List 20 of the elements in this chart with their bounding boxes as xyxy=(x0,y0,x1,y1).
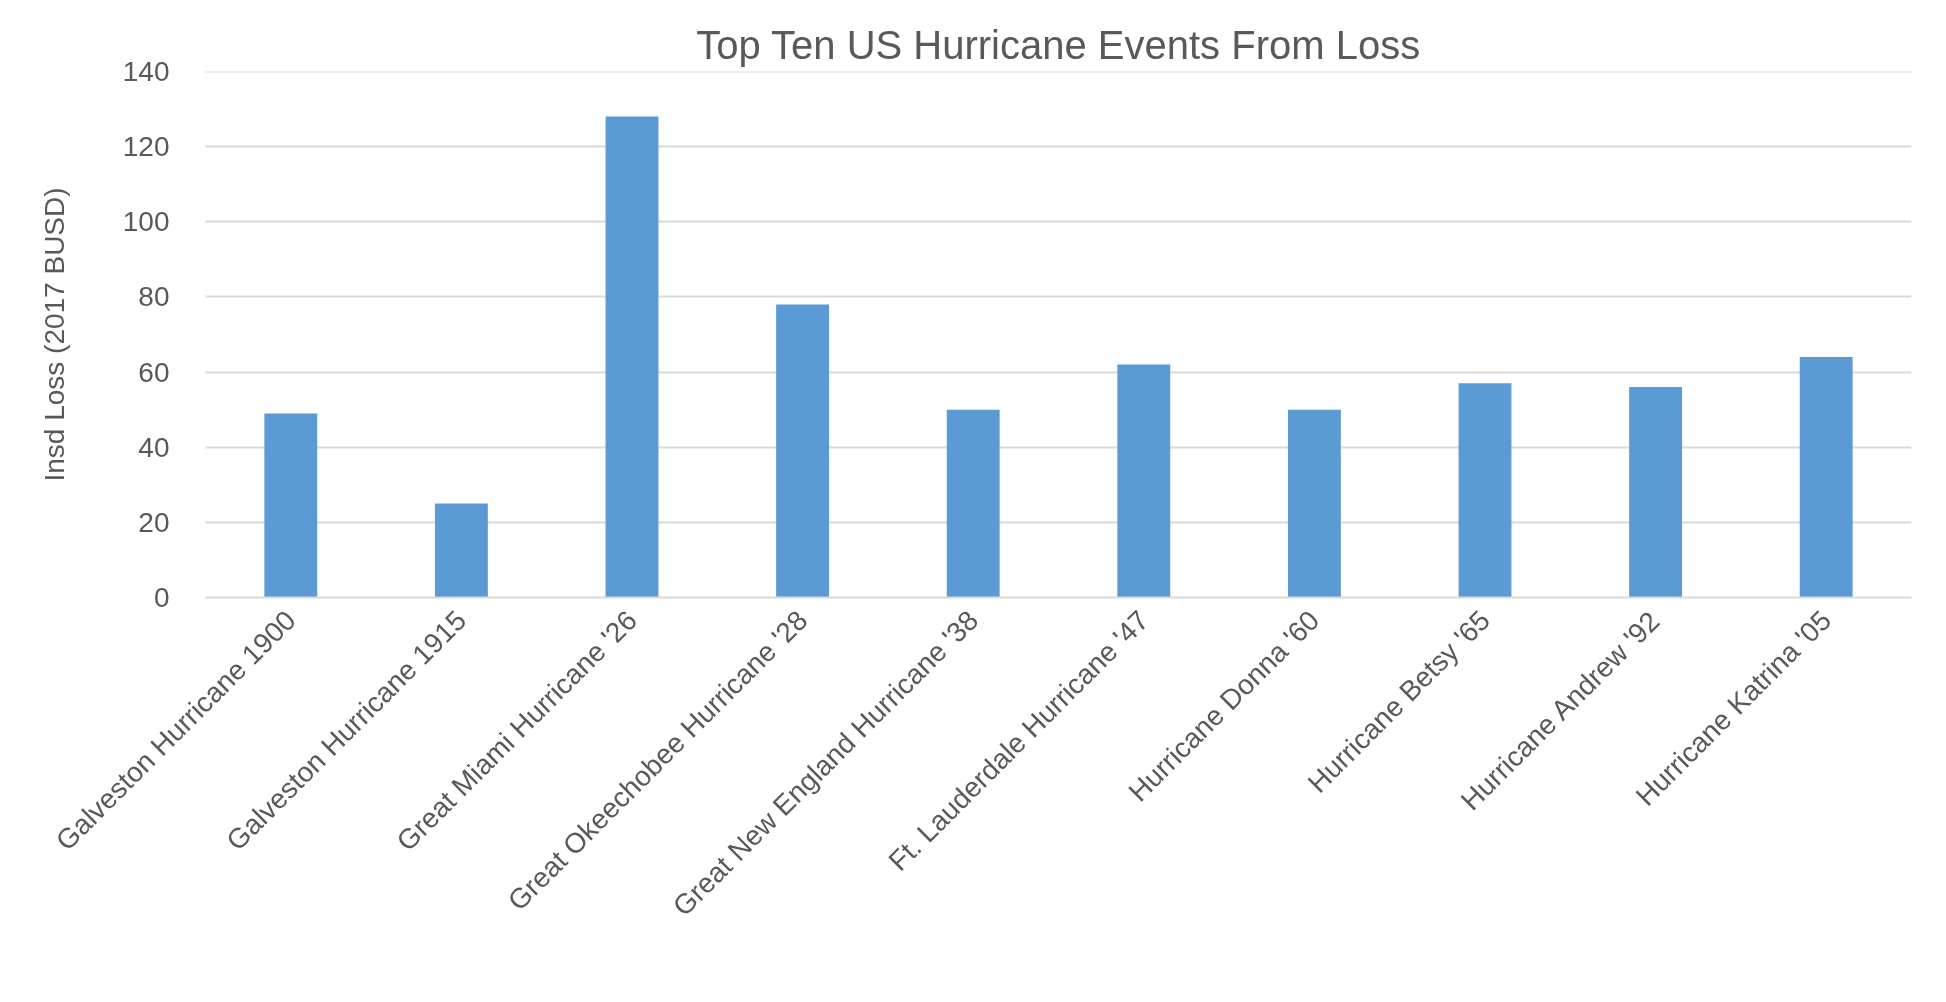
bar xyxy=(264,413,318,598)
bar xyxy=(946,409,1000,598)
bar xyxy=(434,503,488,598)
bar xyxy=(1117,364,1171,598)
y-tick-label: 100 xyxy=(122,206,170,238)
y-tick-label: 20 xyxy=(138,506,170,538)
chart-title: Top Ten US Hurricane Events From Loss xyxy=(696,22,1421,67)
bar xyxy=(776,304,830,598)
bar xyxy=(1799,357,1853,598)
y-tick-label: 140 xyxy=(122,56,170,87)
y-tick-label: 40 xyxy=(138,431,170,463)
y-tick-label: 80 xyxy=(138,281,170,313)
bar xyxy=(1458,383,1512,598)
y-tick-label: 60 xyxy=(138,356,170,388)
bar xyxy=(1629,387,1683,598)
y-tick-label: 0 xyxy=(153,582,170,613)
y-axis-title: Insd Loss (2017 BUSD) xyxy=(38,187,70,482)
y-tick-label: 120 xyxy=(122,131,170,163)
bar xyxy=(1287,409,1341,598)
bar xyxy=(605,116,659,598)
